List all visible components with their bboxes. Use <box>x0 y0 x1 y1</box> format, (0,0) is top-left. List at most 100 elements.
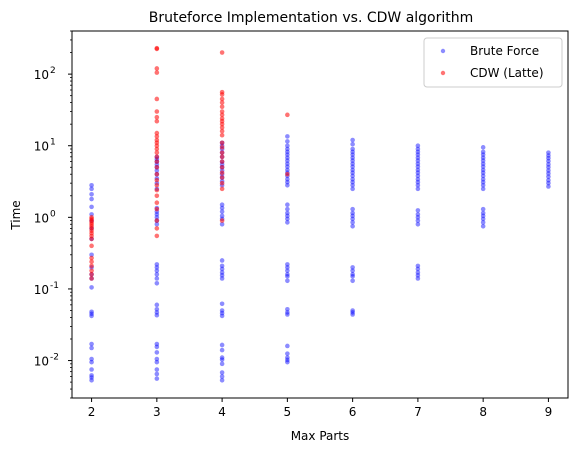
data-point <box>350 173 355 179</box>
data-point <box>285 355 290 360</box>
data-point <box>350 141 355 147</box>
data-point <box>415 158 421 163</box>
data-point <box>350 149 355 155</box>
data-point <box>89 367 94 372</box>
y-tick-label: 10 <box>34 68 49 82</box>
data-point <box>480 210 486 216</box>
data-point <box>89 215 94 220</box>
data-point <box>480 161 486 167</box>
data-point <box>415 167 421 173</box>
data-point <box>480 213 486 219</box>
data-point <box>350 274 355 279</box>
data-point <box>154 96 160 102</box>
data-point <box>350 164 355 169</box>
data-point <box>415 263 421 269</box>
data-point <box>154 193 160 199</box>
data-point <box>285 351 290 356</box>
data-point <box>89 309 94 315</box>
data-point <box>546 155 551 161</box>
data-point <box>219 125 225 130</box>
data-point <box>546 158 551 164</box>
data-point <box>154 154 160 160</box>
data-point <box>480 170 486 175</box>
data-point <box>546 171 551 176</box>
data-point <box>89 285 94 290</box>
data-point <box>219 170 225 175</box>
data-point <box>285 202 290 208</box>
data-point <box>154 371 160 377</box>
data-point <box>480 216 486 222</box>
data-point <box>285 274 290 279</box>
data-point <box>285 164 290 169</box>
data-point <box>350 183 355 188</box>
data-point <box>285 206 290 212</box>
data-point <box>89 378 94 383</box>
data-point <box>154 341 160 347</box>
data-point <box>415 273 421 278</box>
data-point <box>480 164 486 169</box>
data-point <box>219 140 225 146</box>
data-point <box>285 357 290 363</box>
data-point <box>219 112 225 118</box>
data-point <box>89 191 94 197</box>
data-point <box>285 143 290 149</box>
data-point <box>89 255 94 261</box>
data-point <box>285 161 290 167</box>
data-point <box>219 342 225 348</box>
data-point <box>415 170 421 175</box>
data-point <box>415 149 421 155</box>
data-point <box>546 153 551 158</box>
x-axis: 2 3 4 5 6 7 8 9 <box>88 398 552 419</box>
data-point <box>350 268 355 273</box>
data-point <box>154 168 160 173</box>
data-point <box>285 306 290 312</box>
data-point <box>219 361 225 367</box>
data-point <box>219 301 225 307</box>
data-point <box>154 177 160 183</box>
data-point <box>350 158 355 163</box>
data-point <box>350 176 355 182</box>
data-point <box>415 176 421 182</box>
y-tick-exponent: -1 <box>50 281 59 291</box>
data-point <box>154 359 160 365</box>
data-point <box>154 233 160 239</box>
y-tick-exponent: 2 <box>50 66 56 76</box>
data-point <box>285 359 290 365</box>
data-point <box>89 345 94 351</box>
data-point <box>415 218 421 223</box>
data-point <box>285 312 290 317</box>
data-point <box>350 216 355 222</box>
data-point <box>546 174 551 179</box>
data-point <box>89 375 94 380</box>
data-point <box>154 212 160 217</box>
data-point <box>154 45 160 51</box>
data-point <box>219 154 225 160</box>
data-point <box>285 213 290 219</box>
data-point <box>219 221 225 227</box>
data-point <box>154 146 160 152</box>
data-point <box>89 183 94 188</box>
data-point <box>415 276 421 281</box>
data-point <box>480 167 486 173</box>
legend-box <box>423 37 563 88</box>
data-point <box>154 66 160 71</box>
data-point <box>219 205 225 211</box>
x-tick-label: 6 <box>349 405 357 419</box>
data-point <box>480 173 486 179</box>
data-point <box>154 215 160 220</box>
data-point <box>219 370 225 375</box>
data-point <box>350 210 355 216</box>
data-point <box>154 200 160 206</box>
x-tick-label: 2 <box>88 405 96 419</box>
data-point <box>415 266 421 272</box>
data-point <box>546 162 551 167</box>
data-point <box>154 118 160 124</box>
data-point <box>154 268 160 273</box>
data-point <box>154 183 160 188</box>
y-tick-exponent: -2 <box>50 353 59 363</box>
data-point <box>154 70 160 75</box>
data-point <box>415 186 421 192</box>
data-point <box>154 312 160 318</box>
data-point <box>219 164 225 170</box>
data-point <box>219 263 225 269</box>
